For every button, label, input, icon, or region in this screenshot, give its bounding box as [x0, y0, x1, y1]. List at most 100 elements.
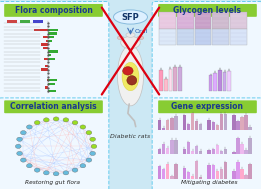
Bar — [7, 20, 17, 23]
Ellipse shape — [121, 36, 140, 49]
Bar — [191, 113, 194, 130]
Bar — [224, 149, 227, 154]
Bar — [159, 70, 163, 91]
Bar — [177, 29, 194, 45]
Circle shape — [90, 137, 96, 141]
Bar — [162, 144, 165, 154]
Bar — [166, 164, 169, 179]
Bar — [33, 20, 43, 23]
Bar — [195, 161, 198, 179]
Bar — [212, 29, 229, 45]
Bar — [187, 172, 190, 179]
Text: Diabetic rats: Diabetic rats — [110, 134, 151, 139]
Bar — [44, 58, 48, 60]
Bar — [230, 12, 247, 29]
Bar — [213, 73, 217, 91]
Circle shape — [91, 144, 97, 148]
Bar — [191, 151, 194, 154]
Ellipse shape — [117, 36, 124, 40]
Text: Mitigating diabetes: Mitigating diabetes — [181, 180, 237, 185]
Text: Gene expression: Gene expression — [171, 102, 244, 111]
Bar — [244, 150, 248, 154]
Circle shape — [26, 164, 32, 168]
Bar — [187, 124, 190, 130]
Bar — [46, 40, 48, 42]
Text: Correlation analysis: Correlation analysis — [10, 102, 97, 111]
Circle shape — [17, 151, 22, 156]
Bar — [224, 114, 227, 130]
Bar — [170, 140, 174, 154]
Bar — [212, 12, 229, 29]
Circle shape — [34, 121, 40, 125]
Bar — [220, 114, 223, 130]
Bar — [34, 29, 48, 31]
Bar — [41, 43, 48, 46]
Bar — [218, 70, 222, 91]
Bar — [207, 120, 211, 130]
Bar — [43, 47, 48, 49]
Bar — [173, 67, 177, 91]
Bar — [211, 149, 215, 154]
Bar — [191, 176, 194, 179]
Bar — [43, 36, 48, 38]
Bar — [199, 124, 202, 130]
Bar — [158, 149, 161, 154]
Bar — [244, 115, 248, 130]
Circle shape — [15, 144, 21, 148]
Bar — [211, 165, 215, 179]
Bar — [183, 149, 186, 154]
Bar — [209, 75, 212, 91]
Bar — [177, 12, 194, 29]
FancyBboxPatch shape — [0, 98, 109, 189]
Bar — [232, 115, 236, 130]
Bar — [48, 83, 55, 85]
Circle shape — [20, 131, 26, 135]
Bar — [236, 139, 240, 154]
Bar — [228, 71, 231, 91]
Bar — [158, 120, 161, 130]
FancyBboxPatch shape — [4, 100, 103, 113]
Bar — [48, 33, 57, 35]
Bar — [166, 120, 169, 130]
Text: Glycogen levels: Glycogen levels — [174, 6, 241, 15]
Bar — [240, 169, 244, 179]
Bar — [20, 20, 30, 23]
Bar — [164, 79, 168, 91]
Circle shape — [80, 125, 86, 129]
Bar — [187, 142, 190, 154]
Ellipse shape — [122, 62, 139, 91]
Bar — [224, 162, 227, 179]
FancyBboxPatch shape — [158, 100, 257, 113]
Bar — [174, 116, 177, 130]
Bar — [48, 54, 51, 56]
Circle shape — [17, 137, 22, 141]
Bar — [207, 150, 211, 154]
Bar — [174, 139, 177, 154]
Bar — [48, 36, 54, 38]
Circle shape — [72, 168, 78, 172]
Bar — [199, 177, 202, 179]
Bar — [170, 118, 174, 130]
FancyBboxPatch shape — [0, 2, 109, 101]
Bar — [48, 29, 58, 31]
FancyBboxPatch shape — [152, 2, 261, 101]
Bar — [232, 170, 236, 179]
Circle shape — [63, 171, 69, 175]
Bar — [244, 175, 248, 179]
Bar — [240, 117, 244, 130]
Bar — [169, 69, 172, 91]
Bar — [195, 12, 211, 29]
Bar — [220, 151, 223, 154]
Bar — [159, 29, 176, 45]
Ellipse shape — [123, 67, 133, 75]
Bar — [207, 165, 211, 179]
Bar — [183, 168, 186, 179]
Circle shape — [43, 118, 49, 122]
FancyBboxPatch shape — [152, 98, 261, 189]
Circle shape — [20, 158, 26, 162]
Bar — [178, 67, 182, 91]
Circle shape — [63, 118, 69, 122]
Ellipse shape — [117, 45, 144, 106]
Bar — [216, 125, 219, 130]
Circle shape — [90, 151, 96, 156]
